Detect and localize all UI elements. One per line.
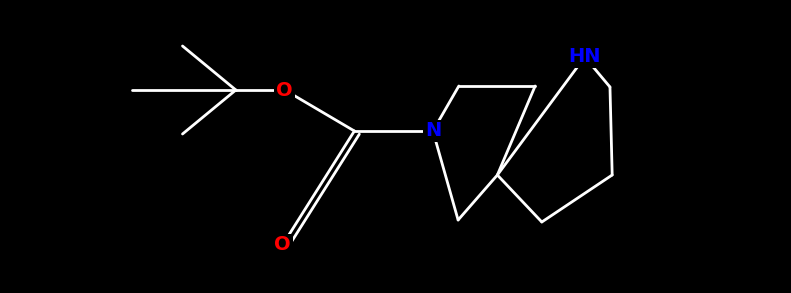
Text: HN: HN xyxy=(569,47,601,67)
Text: O: O xyxy=(276,81,293,100)
Text: N: N xyxy=(425,122,441,141)
Text: O: O xyxy=(274,236,291,255)
